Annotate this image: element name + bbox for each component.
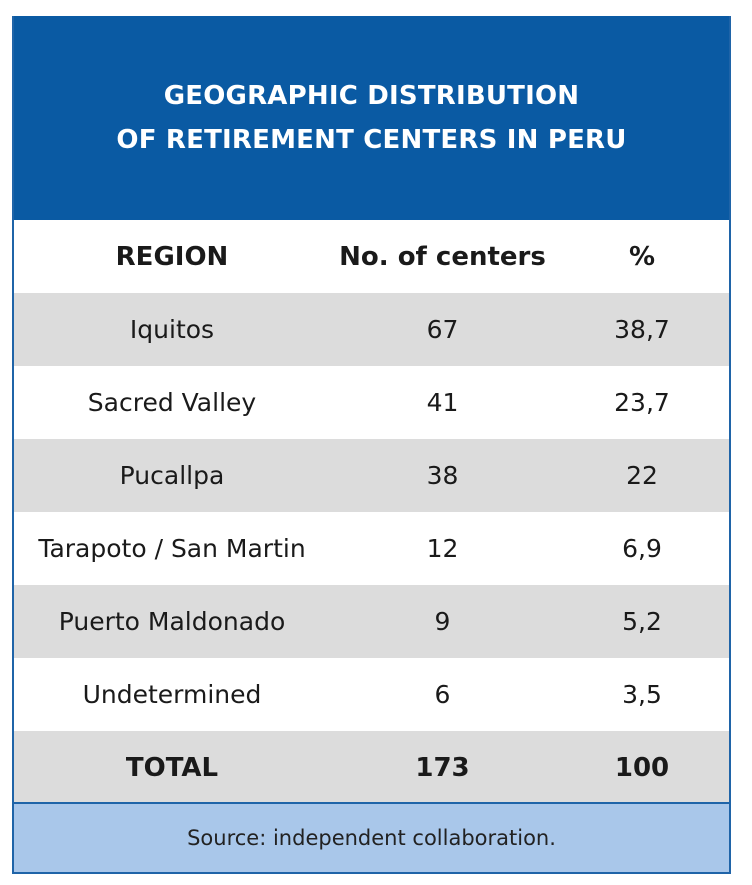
centers-cell: 9	[434, 607, 451, 636]
table-row: Pucallpa 38 22	[14, 439, 729, 512]
region-cell: Puerto Maldonado	[58, 607, 286, 636]
region-cell: Pucallpa	[119, 461, 225, 490]
centers-cell: 67	[426, 315, 459, 344]
percent-cell: 5,2	[622, 607, 662, 636]
table-row: Iquitos 67 38,7	[14, 293, 729, 366]
header-percent: %	[628, 241, 656, 272]
percent-cell: 38,7	[614, 315, 670, 344]
table-card: GEOGRAPHIC DISTRIBUTION OF RETIREMENT CE…	[12, 16, 731, 874]
total-row: TOTAL 173 100	[14, 731, 729, 804]
percent-cell: 23,7	[614, 388, 670, 417]
percent-cell: 6,9	[622, 534, 662, 563]
total-percent: 100	[614, 752, 670, 783]
table-row: Puerto Maldonado 9 5,2	[14, 585, 729, 658]
header-row: REGION No. of centers %	[14, 220, 729, 293]
total-centers: 173	[415, 752, 470, 783]
centers-cell: 12	[426, 534, 459, 563]
centers-cell: 38	[426, 461, 459, 490]
region-cell: Sacred Valley	[87, 388, 257, 417]
table-row: Tarapoto / San Martin 12 6,9	[14, 512, 729, 585]
region-cell: Tarapoto / San Martin	[38, 534, 306, 563]
header-region: REGION	[115, 241, 229, 272]
percent-cell: 22	[626, 461, 658, 490]
source-note: Source: independent collaboration.	[14, 802, 729, 872]
data-table: REGION No. of centers % Iquitos 67 38,7 …	[14, 220, 729, 804]
header-centers: No. of centers	[339, 241, 546, 272]
total-label: TOTAL	[125, 752, 219, 783]
title-line-1: GEOGRAPHIC DISTRIBUTION	[163, 81, 580, 111]
centers-cell: 41	[426, 388, 459, 417]
table-row: Undetermined 6 3,5	[14, 658, 729, 731]
table-title: GEOGRAPHIC DISTRIBUTION OF RETIREMENT CE…	[14, 16, 729, 220]
title-line-2: OF RETIREMENT CENTERS IN PERU	[116, 125, 627, 155]
table-row: Sacred Valley 41 23,7	[14, 366, 729, 439]
region-cell: Undetermined	[82, 680, 262, 709]
centers-cell: 6	[434, 680, 451, 709]
percent-cell: 3,5	[622, 680, 662, 709]
region-cell: Iquitos	[129, 315, 215, 344]
